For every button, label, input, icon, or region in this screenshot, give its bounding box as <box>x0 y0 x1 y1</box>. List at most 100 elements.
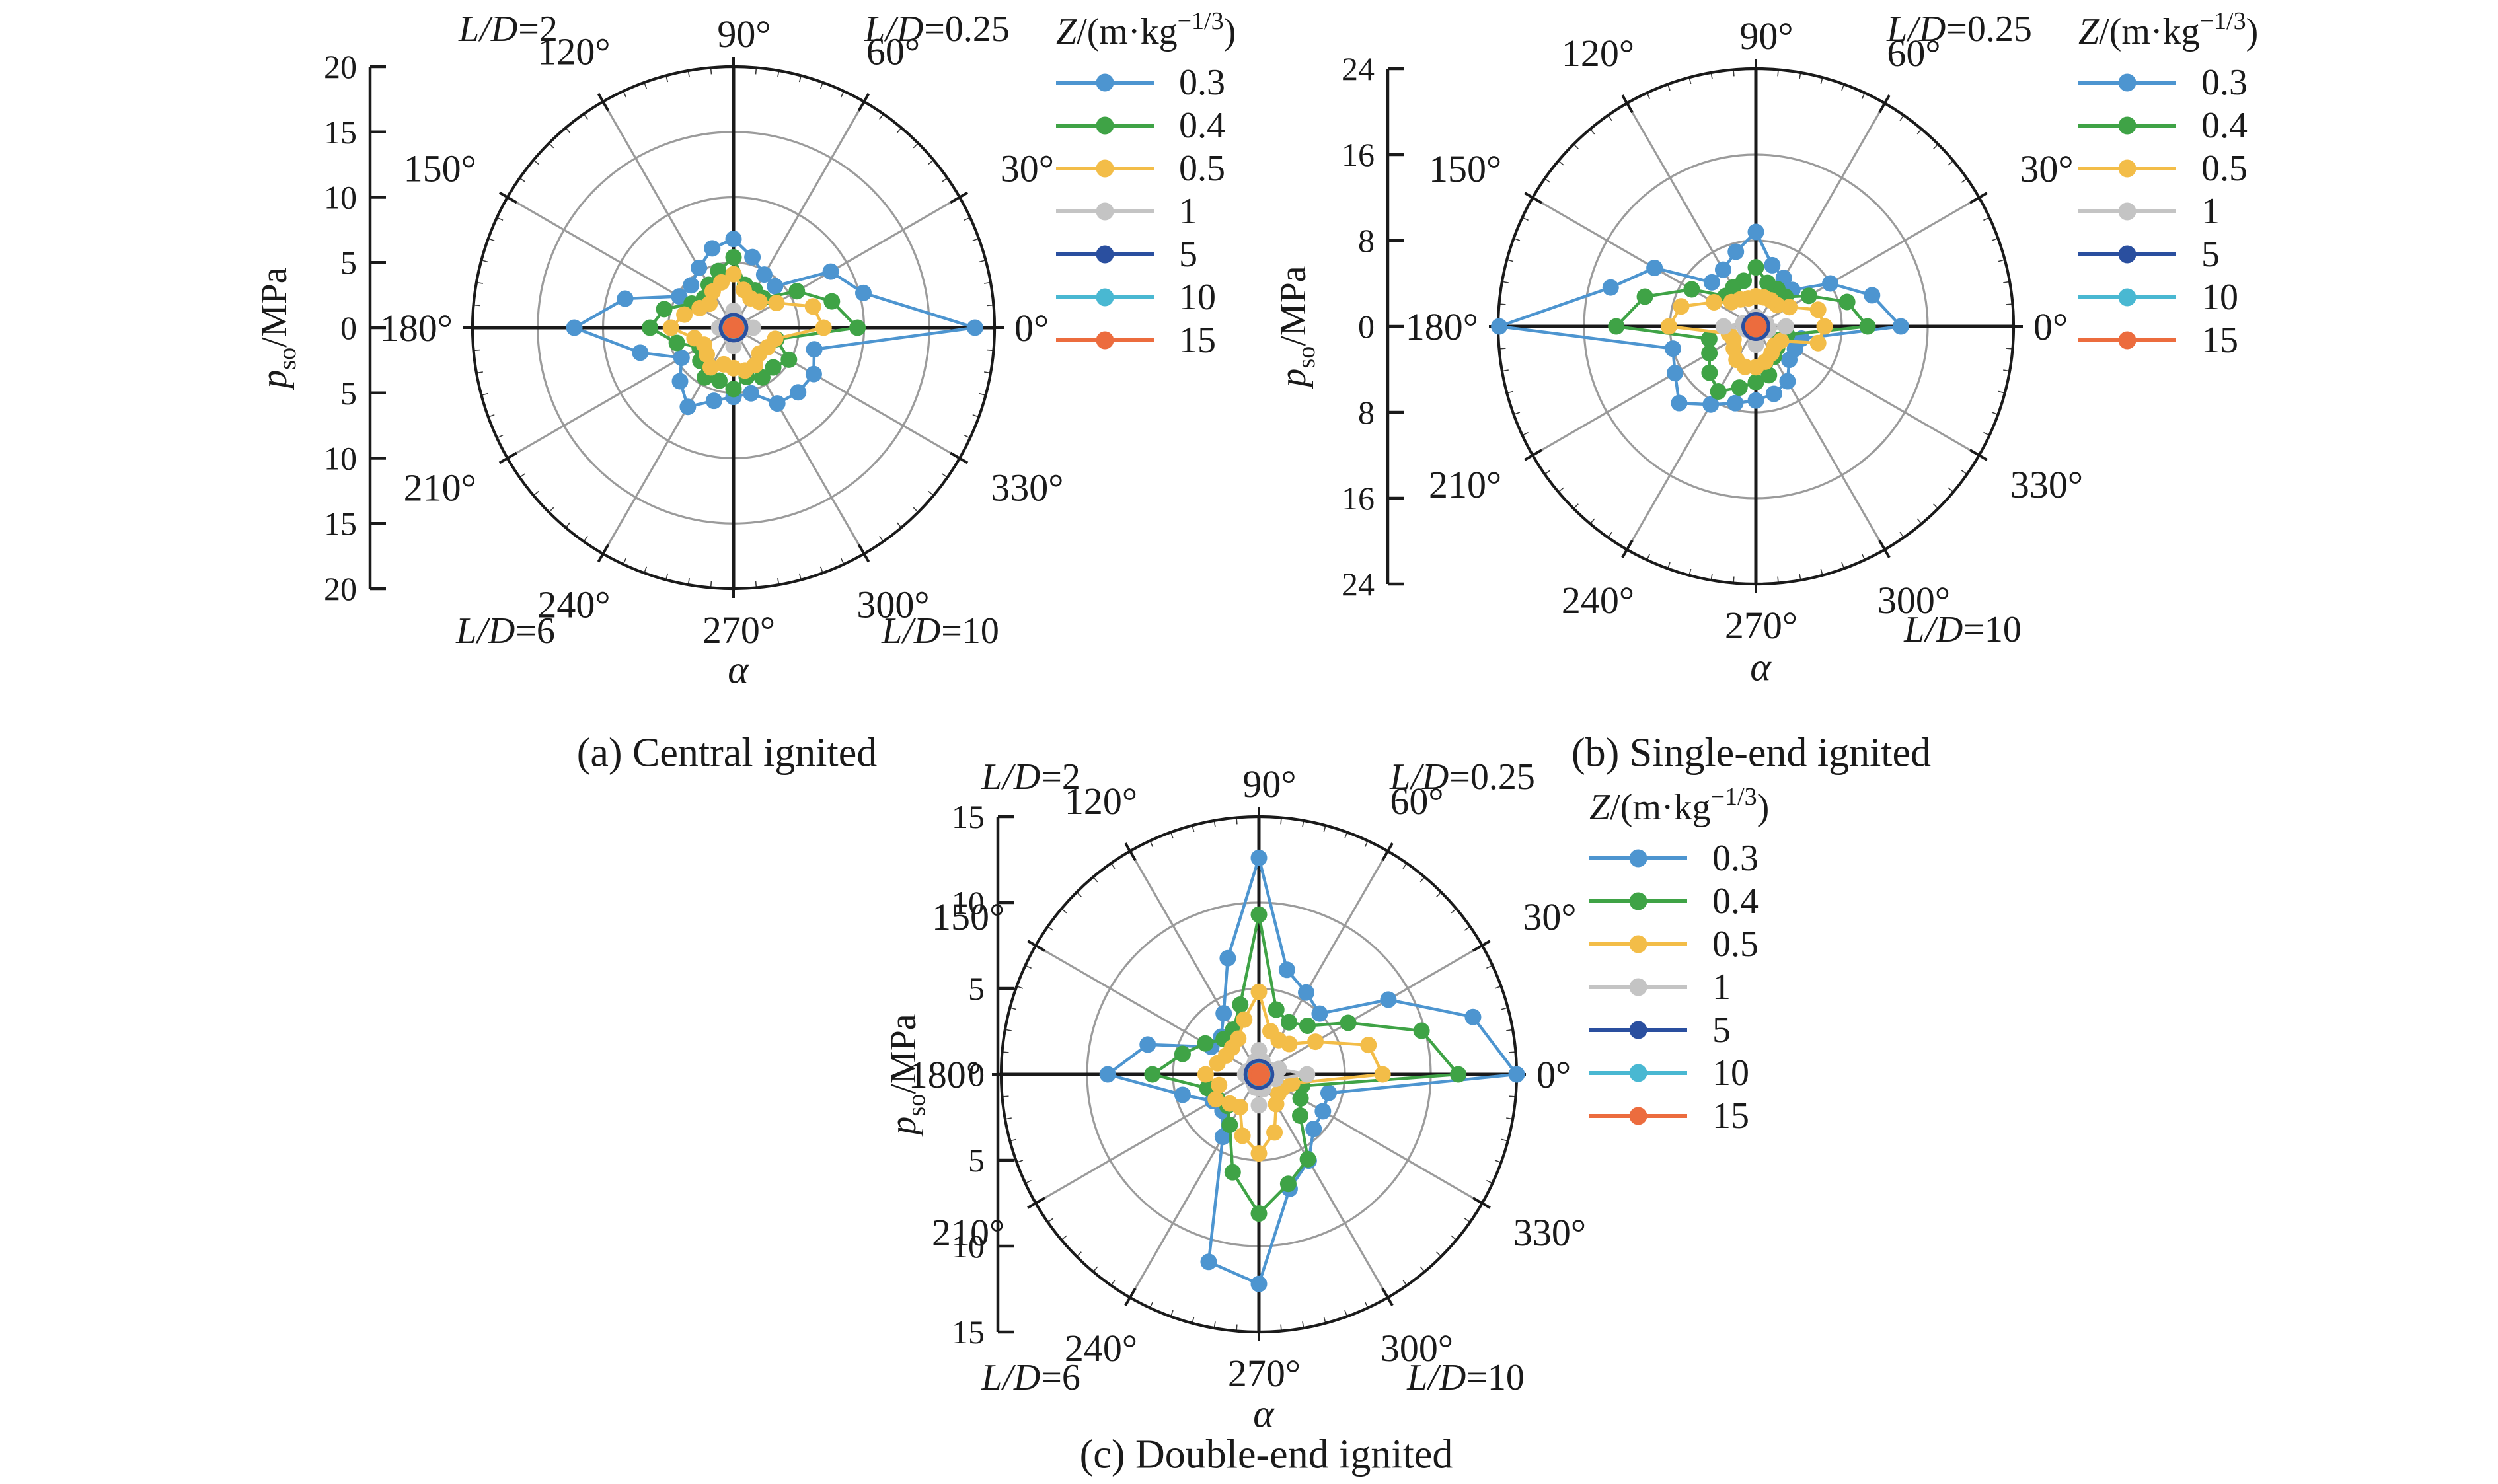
series-point-0.3 <box>1250 849 1268 866</box>
r-tick-label: 10 <box>324 440 357 477</box>
series-point-0.3 <box>966 319 983 336</box>
series-point-15 <box>726 318 745 338</box>
series-point-0.3 <box>1646 259 1663 276</box>
series-point-0.4 <box>1299 1017 1316 1034</box>
series-point-0.3 <box>1671 394 1688 412</box>
series-point-0.5 <box>1207 1091 1225 1108</box>
legend-line-icon <box>1589 935 1687 953</box>
legend-line-icon <box>1589 1064 1687 1082</box>
r-tick-label: 8 <box>1358 222 1375 259</box>
angle-label: 270° <box>702 609 775 651</box>
series-point-0.4 <box>725 248 742 266</box>
series-point-0.3 <box>769 395 786 412</box>
ld-label: L/D=10 <box>1407 1357 1525 1398</box>
series-point-0.4 <box>1197 1035 1214 1052</box>
series-point-0.3 <box>1779 373 1796 390</box>
legend-dot-icon <box>1629 1064 1647 1082</box>
alpha-axis-label: α <box>728 648 749 692</box>
series-point-0.5 <box>1781 299 1798 316</box>
series-point-0.3 <box>1602 279 1619 296</box>
outer-circle <box>471 65 997 591</box>
series-point-0.3 <box>806 341 823 358</box>
polar-chart-c: 151050510150°30°60°90°120°150°180°210°24… <box>909 762 1586 1395</box>
legend-line-icon <box>1589 849 1687 867</box>
legend-line-icon <box>2078 202 2176 220</box>
angle-label: 0° <box>1014 307 1049 350</box>
series-point-0.4 <box>1683 281 1700 298</box>
series-point-0.3 <box>1491 318 1508 335</box>
angle-label: 120° <box>537 30 610 73</box>
series-point-0.4 <box>1838 293 1856 311</box>
series-point-0.5 <box>1706 293 1723 311</box>
series-point-0.3 <box>1174 1086 1191 1103</box>
polar-chart-b: 241680816240°30°60°90°120°150°180°210°24… <box>1342 15 2083 647</box>
legend-item: 10 <box>1589 1051 1959 1094</box>
legend-item: 0.5 <box>1589 922 1959 965</box>
legend-title: Z/(m·kg−1/3) <box>1056 7 1236 52</box>
legend-item: 1 <box>1056 190 1426 233</box>
angle-label: 90° <box>717 13 771 56</box>
alpha-axis-label: α <box>1253 1391 1274 1436</box>
series-point-0.4 <box>788 283 806 300</box>
ld-label: L/D=6 <box>981 1357 1080 1398</box>
legend-line-icon <box>2078 116 2176 134</box>
series-point-0.4 <box>1608 318 1625 335</box>
legend-item: 1 <box>1589 965 1959 1008</box>
series-point-0.3 <box>1822 275 1839 292</box>
angle-label: 150° <box>404 147 476 190</box>
series-point-0.5 <box>1209 1055 1226 1072</box>
legend-item: 0.3 <box>1056 61 1426 104</box>
angle-label: 90° <box>1739 15 1793 57</box>
series-point-0.4 <box>1700 330 1718 348</box>
series-point-0.4 <box>823 293 841 310</box>
r-tick-label: 10 <box>324 179 357 216</box>
series-point-0.3 <box>632 344 649 361</box>
series-point-0.3 <box>679 398 697 416</box>
series-point-0.5 <box>676 306 693 323</box>
series-point-0.3 <box>743 385 760 402</box>
series-point-0.3 <box>1508 1066 1525 1083</box>
legend: Z/(m·kg−1/3) 0.3 0.4 0.5 1 5 10 15 <box>1589 782 1959 1137</box>
legend-line-icon <box>1589 1021 1687 1039</box>
angle-label: 30° <box>2020 147 2073 190</box>
legend-dot-icon <box>2118 245 2137 263</box>
angle-label: 60° <box>1887 32 1940 75</box>
series-point-0.3 <box>1219 949 1236 967</box>
legend-line-icon <box>2078 159 2176 177</box>
series-point-0.3 <box>1305 1121 1322 1138</box>
r-tick-label: 10 <box>952 1228 985 1265</box>
series-point-0.3 <box>822 263 839 280</box>
r-tick-label: 20 <box>324 48 357 85</box>
angle-label: 270° <box>1228 1352 1301 1395</box>
legend-dot-icon <box>2118 73 2137 91</box>
series-point-0.4 <box>1292 1090 1309 1107</box>
series-point-0.4 <box>1268 1001 1285 1018</box>
angle-label: 60° <box>866 30 920 73</box>
series-point-0.4 <box>1747 374 1764 390</box>
series-point-0.4 <box>1279 1175 1297 1193</box>
series-point-0.5 <box>1234 1127 1251 1144</box>
legend-line-icon <box>2078 245 2176 263</box>
legend-item: 5 <box>2078 233 2448 276</box>
ld-label: L/D=6 <box>456 611 555 651</box>
series-point-0.3 <box>566 319 583 336</box>
legend-line-icon <box>1056 245 1154 263</box>
series-point-0.4 <box>1759 274 1776 291</box>
series-point-0.5 <box>662 319 679 336</box>
series-point-0.3 <box>671 373 689 390</box>
chart-caption-b: (b) Single-end ignited <box>1571 730 1932 776</box>
series-point-0.3 <box>1215 1005 1232 1022</box>
legend-item: 0.4 <box>1589 879 1959 922</box>
series-point-1 <box>1250 1097 1268 1114</box>
r-tick-label: 15 <box>952 798 985 835</box>
series-point-1 <box>1299 1066 1316 1083</box>
legend-line-icon <box>1056 73 1154 91</box>
series-point-0.4 <box>1636 288 1653 305</box>
series-point-0.5 <box>1266 1124 1283 1141</box>
legend-line-icon <box>2078 288 2176 306</box>
series-point-0.3 <box>1765 385 1782 402</box>
legend-item: 10 <box>2078 276 2448 318</box>
series-point-0.4 <box>1144 1066 1161 1083</box>
angle-label: 330° <box>1513 1211 1586 1254</box>
